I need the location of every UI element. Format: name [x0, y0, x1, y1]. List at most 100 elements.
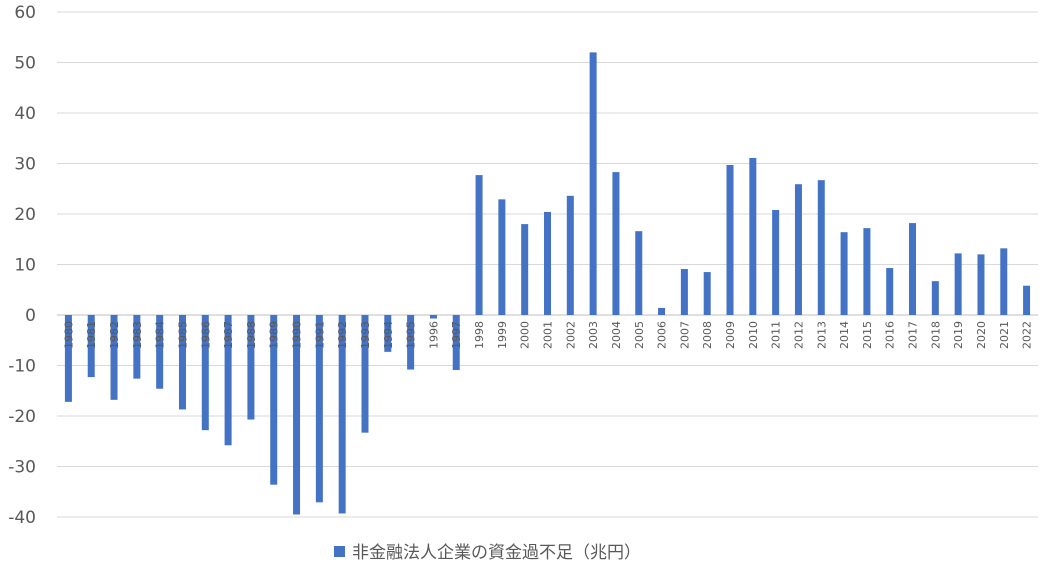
bar: [544, 211, 551, 315]
bar: [315, 315, 323, 503]
bar: [589, 52, 597, 316]
bar: [452, 315, 460, 371]
x-axis-ticks: 1980 1981 1982 1983 1984 1985 1986 1987 1988 1989…: [62, 321, 1033, 349]
x-tick-label: 1989: [268, 321, 281, 349]
x-tick-label: 2000: [519, 321, 532, 349]
x-tick-label: 2011: [770, 321, 783, 349]
bar: [407, 315, 415, 370]
x-tick-label: 1995: [405, 321, 418, 349]
bar: [156, 315, 164, 389]
bar: [201, 315, 209, 431]
x-tick-label: 2015: [861, 321, 874, 349]
y-tick-label: 50: [14, 54, 36, 74]
x-tick-label: 1994: [382, 321, 395, 349]
bar: [794, 184, 802, 315]
bar: [247, 315, 255, 420]
x-tick-label: 1983: [131, 321, 144, 349]
legend-swatch: [334, 546, 345, 557]
y-tick-label: -10: [8, 357, 36, 377]
x-tick-label: 1998: [473, 321, 486, 349]
x-tick-label: 1993: [359, 321, 372, 349]
x-tick-label: 1986: [199, 321, 212, 349]
bar: [498, 199, 506, 315]
x-tick-label: 1991: [313, 321, 326, 349]
bars: [64, 52, 1031, 515]
bar: [178, 315, 186, 410]
x-tick-label: 1987: [222, 321, 235, 349]
bar: [475, 175, 483, 315]
bar: [338, 315, 346, 514]
x-tick-label: 2012: [792, 321, 805, 349]
x-tick-label: 2003: [587, 321, 600, 349]
x-tick-label: 2004: [610, 321, 623, 349]
x-tick-label: 2018: [929, 321, 942, 349]
x-tick-label: 2019: [952, 321, 965, 349]
x-tick-label: 2010: [747, 321, 760, 349]
y-tick-label: 40: [14, 104, 36, 124]
x-tick-label: 1997: [450, 321, 463, 349]
bar: [566, 195, 574, 315]
bar: [224, 315, 232, 446]
legend: 非金融法人企業の資金過不足（兆円）: [334, 543, 641, 563]
y-axis-ticks: 60 50 40 30 20 10 0 -10 -20 -30 -40: [8, 3, 36, 528]
bar: [384, 315, 392, 352]
bar: [110, 315, 118, 400]
x-tick-label: 2022: [1021, 321, 1034, 349]
legend-label: 非金融法人企業の資金過不足（兆円）: [352, 543, 641, 563]
bar: [931, 281, 939, 315]
y-tick-label: 20: [14, 205, 36, 225]
bar: [726, 165, 734, 315]
bar: [1000, 248, 1008, 315]
x-tick-label: 2005: [633, 321, 646, 349]
bar: [521, 224, 529, 315]
y-tick-label: -40: [8, 508, 36, 528]
x-tick-label: 2013: [815, 321, 828, 349]
bar: [293, 315, 301, 515]
bar: [703, 272, 711, 315]
bar: [954, 253, 962, 315]
x-tick-label: 2001: [542, 321, 555, 349]
y-tick-label: 10: [14, 256, 36, 276]
bar: [749, 157, 757, 315]
x-tick-label: 1981: [85, 321, 98, 349]
x-tick-label: 1985: [176, 321, 189, 349]
bar: [817, 180, 825, 315]
bar: [64, 315, 72, 402]
bar: [863, 228, 871, 315]
x-tick-label: 2002: [564, 321, 577, 349]
bar: [87, 315, 95, 378]
bar: [635, 231, 643, 315]
bar: [133, 315, 141, 379]
bar: [270, 315, 278, 485]
bar: [1023, 285, 1031, 315]
x-tick-label: 1984: [154, 321, 167, 349]
x-tick-label: 2007: [678, 321, 691, 349]
x-tick-label: 2016: [884, 321, 897, 349]
x-tick-label: 2017: [907, 321, 920, 349]
y-tick-label: 0: [25, 306, 36, 326]
x-tick-label: 1988: [245, 321, 258, 349]
bar: [429, 315, 437, 319]
y-tick-label: 60: [14, 3, 36, 23]
x-tick-label: 1996: [427, 321, 440, 349]
bar: [886, 268, 894, 315]
x-tick-label: 2021: [998, 321, 1011, 349]
bar: [658, 307, 666, 315]
bar: [977, 254, 985, 315]
y-tick-label: -30: [8, 458, 36, 478]
x-tick-label: 2006: [656, 321, 669, 349]
bar: [612, 172, 620, 315]
y-tick-label: -20: [8, 407, 36, 427]
bar: [909, 223, 917, 315]
x-tick-label: 2014: [838, 321, 851, 349]
bar: [840, 232, 848, 315]
x-tick-label: 1980: [62, 321, 75, 349]
x-tick-label: 2009: [724, 321, 737, 349]
x-tick-label: 2020: [975, 321, 988, 349]
bar: [772, 209, 780, 315]
y-tick-label: 30: [14, 155, 36, 175]
bar: [680, 269, 688, 315]
x-tick-label: 1999: [496, 321, 509, 349]
x-tick-label: 2008: [701, 321, 714, 349]
